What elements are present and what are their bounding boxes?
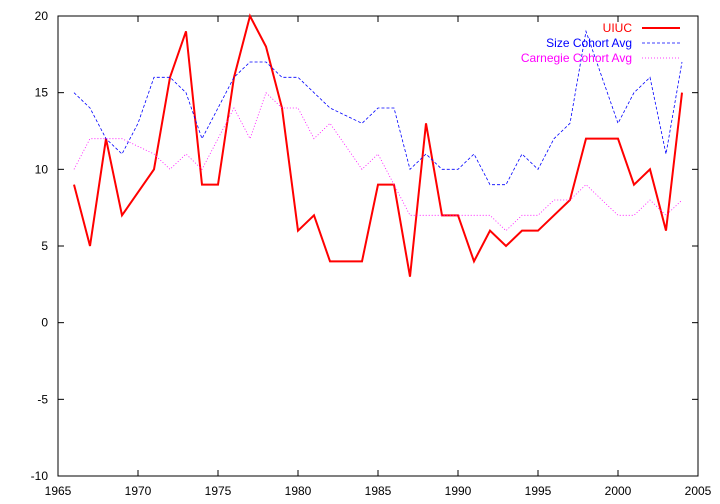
legend-label: Carnegie Cohort Avg [521,51,632,65]
legend-label: Size Cohort Avg [546,36,632,50]
y-tick-label: -10 [31,469,49,483]
x-tick-label: 1990 [445,484,472,498]
x-tick-label: 1970 [125,484,152,498]
y-tick-label: 15 [35,86,49,100]
x-tick-label: 1975 [205,484,232,498]
series-line-uiuc [73,13,683,277]
series-line-carnegie-cohort-avg [73,91,683,232]
plot-frame [57,15,699,477]
x-tick-label: 1995 [525,484,552,498]
x-tick-label: 2000 [605,484,632,498]
x-tick-label: 1965 [45,484,72,498]
x-tick-label: 1985 [365,484,392,498]
axis-ticks: 1965 1970 1975 1980 1985 1990 1995 2000 2005-10-… [31,9,712,498]
y-tick-label: 0 [41,316,48,330]
y-tick-label: -5 [37,392,48,406]
x-tick-label: 1980 [285,484,312,498]
y-tick-label: 10 [35,162,49,176]
y-tick-label: 5 [41,239,48,253]
series-layer [73,13,683,277]
series-line-size-cohort-avg [73,29,683,186]
x-tick-label: 2005 [685,484,712,498]
y-tick-label: 20 [35,9,49,23]
legend-label: UIUC [603,21,633,35]
